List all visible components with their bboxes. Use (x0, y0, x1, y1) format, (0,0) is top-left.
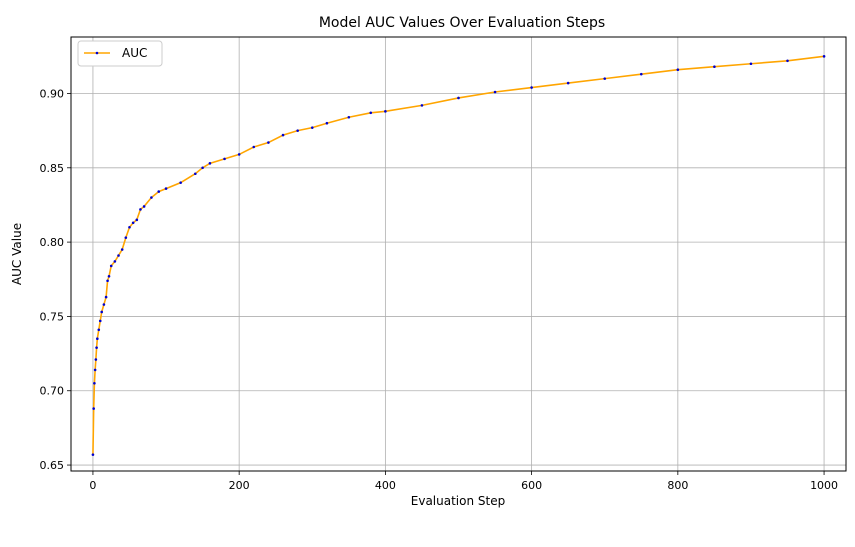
series-point-auc (296, 129, 299, 132)
series-point-auc (369, 111, 373, 115)
series-point-auc (150, 196, 153, 199)
series-point-auc (822, 55, 826, 58)
y-axis-label: AUC Value (10, 223, 24, 285)
series-point-auc (109, 264, 113, 268)
series-point-auc (157, 190, 161, 193)
series-point-auc (310, 126, 314, 129)
series-point-auc (131, 221, 135, 225)
series-point-auc (100, 310, 104, 314)
series-point-auc (457, 96, 460, 100)
y-tick-label: 0.75 (40, 310, 65, 323)
series-point-auc (124, 236, 128, 239)
series-point-auc (193, 172, 197, 176)
series-point-auc (676, 68, 680, 71)
series-point-auc (223, 157, 226, 161)
x-axis-label: Evaluation Step (411, 494, 505, 508)
series-point-auc (91, 453, 95, 456)
series-point-auc (384, 110, 387, 113)
series-point-auc (128, 225, 131, 229)
grid-lines (71, 37, 846, 471)
y-tick-label: 0.65 (40, 459, 65, 472)
series-point-auc (120, 248, 124, 251)
series-point-auc (95, 346, 98, 349)
series-point-auc (566, 81, 570, 85)
legend-marker-swatch (95, 51, 99, 55)
x-tick-label: 600 (521, 479, 542, 492)
series-point-auc (94, 358, 98, 361)
series-point-auc (749, 62, 753, 66)
series-point-auc (135, 218, 139, 222)
series-point-auc (347, 115, 351, 119)
chart-title: Model AUC Values Over Evaluation Steps (319, 15, 605, 31)
series-point-auc (179, 181, 182, 184)
y-tick-label: 0.70 (40, 385, 65, 398)
series-point-auc (93, 382, 96, 385)
series-layer (91, 55, 826, 456)
series-point-auc (267, 141, 270, 144)
series-point-auc (639, 72, 643, 76)
series-point-auc (237, 153, 241, 156)
series-point-auc (530, 86, 533, 89)
series-point-auc (325, 121, 329, 125)
x-tick-label: 800 (667, 479, 688, 492)
series-point-auc (93, 368, 97, 372)
series-point-auc (139, 208, 142, 211)
x-tick-label: 0 (89, 479, 96, 492)
x-tick-label: 1000 (810, 479, 838, 492)
series-point-auc (104, 295, 108, 299)
series-point-auc (97, 328, 101, 332)
series-point-auc (786, 59, 789, 63)
series-line-auc (92, 55, 825, 455)
series-point-auc (117, 254, 120, 257)
y-tick-label: 0.90 (40, 87, 65, 100)
series-point-auc (713, 65, 716, 69)
series-point-auc (603, 77, 607, 80)
series-point-auc (92, 407, 95, 410)
series-point-auc (102, 303, 106, 306)
legend: AUC (77, 40, 163, 67)
series-point-auc (98, 319, 102, 323)
series-point-auc (106, 279, 109, 283)
series-point-auc (142, 205, 146, 208)
series-point-auc (420, 104, 424, 107)
axis-ticks: 0 200 400 600 800 1000 0.65 0.70 0.75 0.80 0.85 0.9… (40, 87, 839, 492)
series-point-auc (113, 260, 117, 263)
plot-frame (70, 36, 847, 472)
series-point-auc (164, 187, 168, 190)
y-tick-label: 0.85 (40, 162, 65, 175)
x-tick-label: 400 (375, 479, 396, 492)
x-tick-label: 200 (229, 479, 250, 492)
series-point-auc (208, 162, 212, 165)
series-point-auc (281, 133, 285, 137)
series-point-auc (201, 166, 204, 170)
y-tick-label: 0.80 (40, 236, 65, 249)
legend-box (77, 40, 163, 67)
series-point-auc (107, 274, 111, 278)
series-point-auc (252, 145, 256, 149)
series-point-auc (493, 90, 497, 94)
series-point-auc (96, 337, 99, 341)
legend-label-auc: AUC (122, 46, 147, 60)
